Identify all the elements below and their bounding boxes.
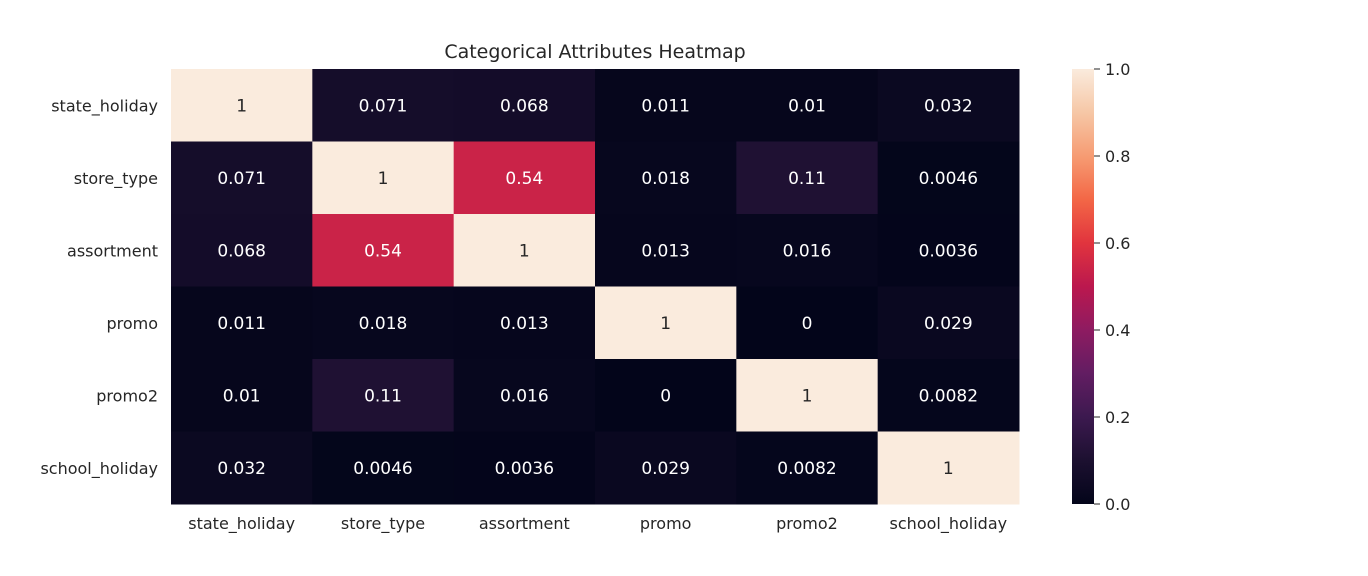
heatmap-cell-label-r2-c5: 0.0036 [919,241,978,261]
heatmap-cell-r5-c0 [171,431,313,505]
heatmap-cell-label-r3-c4: 0 [802,314,813,334]
x-tick-label-school-holiday: school_holiday [890,514,1008,534]
heatmap-cell-label-r5-c0: 0.032 [217,459,266,479]
y-axis-labels: state_holiday store_type assortment promo pr… [40,96,158,479]
heatmap-cell-r4-c3 [595,359,737,432]
heatmap-cell-r1-c3 [595,141,737,215]
heatmap-cell-r2-c5 [877,214,1020,287]
heatmap-cell-r3-c5 [877,286,1020,360]
heatmap-cell-r1-c1 [312,141,455,215]
heatmap-cell-label-r4-c3: 0 [660,386,671,406]
heatmap-cell-label-r1-c0: 0.071 [217,169,266,189]
heatmap-cell-label-r3-c0: 0.011 [217,314,266,334]
y-tick-label-store-type: store_type [74,169,158,189]
chart-title: Categorical Attributes Heatmap [444,41,745,63]
heatmap-cell-r4-c2 [453,359,596,432]
heatmap-cell-r2-c2 [453,214,596,287]
heatmap-cell-label-r2-c2: 1 [519,241,530,261]
heatmap-cell-r5-c4 [736,431,879,505]
heatmap-cell-label-r5-c3: 0.029 [641,459,690,479]
heatmap-cell-r2-c3 [595,214,737,287]
heatmap-cell-r1-c4 [736,141,879,215]
heatmap-cell-label-r1-c1: 1 [378,169,389,189]
heatmap-cell-label-r1-c2: 0.54 [505,169,543,189]
heatmap-cell-label-r3-c2: 0.013 [500,314,549,334]
heatmap-cell-r5-c2 [453,431,596,505]
heatmap-cell-r3-c4 [736,286,879,360]
heatmap-cell-label-r5-c1: 0.0046 [353,459,412,479]
heatmap-cell-label-r5-c4: 0.0082 [777,459,836,479]
heatmap-cell-r4-c5 [877,359,1020,432]
heatmap-cell-r3-c2 [453,286,596,360]
heatmap-cell-label-r2-c4: 0.016 [783,241,832,261]
colorbar-tick-label-0: 0.0 [1105,495,1130,514]
colorbar-tick-label-1: 0.2 [1105,408,1130,427]
heatmap-cell-r0-c2 [453,69,596,142]
colorbar-tick-label-2: 0.4 [1105,321,1130,340]
heatmap-cell-r0-c0 [171,69,313,142]
heatmap-cell-label-r3-c1: 0.018 [359,314,408,334]
heatmap-cell-r1-c0 [171,141,313,215]
heatmap-cell-r3-c0 [171,286,313,360]
heatmap-cell-r4-c4 [736,359,879,432]
x-tick-label-assortment: assortment [479,514,570,533]
heatmap-cell-r3-c3 [595,286,737,360]
heatmap-cell-label-r5-c5: 1 [943,459,954,479]
heatmap-cell-label-r4-c2: 0.016 [500,386,549,406]
heatmap-cell-r0-c5 [877,69,1020,142]
heatmap-cell-r1-c2 [453,141,596,215]
x-axis-labels: state_holiday store_type assortment promo pr… [188,514,1007,534]
heatmap-cell-label-r1-c4: 0.11 [788,169,826,189]
heatmap-cell-r0-c4 [736,69,879,142]
heatmap-cell-label-r3-c5: 0.029 [924,314,973,334]
y-tick-label-promo: promo [106,314,158,333]
heatmap-cell-label-r0-c2: 0.068 [500,96,549,116]
heatmap-cell-label-r3-c3: 1 [660,314,671,334]
heatmap-cell-r5-c3 [595,431,737,505]
heatmap-cell-r2-c0 [171,214,313,287]
colorbar: 0.0 0.2 0.4 0.6 0.8 1.0 [1072,60,1130,514]
heatmap-cell-label-r2-c3: 0.013 [641,241,690,261]
heatmap-cell-label-r4-c0: 0.01 [223,386,261,406]
x-tick-label-promo: promo [640,514,692,533]
heatmap-cell-label-r2-c1: 0.54 [364,241,402,261]
x-tick-label-store-type: store_type [341,514,425,534]
heatmap-cell-r0-c1 [312,69,455,142]
x-tick-label-state-holiday: state_holiday [188,514,295,534]
heatmap-cell-r5-c1 [312,431,455,505]
heatmap-cell-r4-c1 [312,359,455,432]
heatmap-cell-label-r0-c3: 0.011 [641,96,690,116]
colorbar-tick-label-4: 0.8 [1105,147,1130,166]
colorbar-gradient [1072,69,1094,504]
y-tick-label-assortment: assortment [67,241,158,260]
heatmap-cell-r3-c1 [312,286,455,360]
x-tick-label-promo2: promo2 [776,514,838,533]
heatmap-cell-r0-c3 [595,69,737,142]
heatmap-cell-label-r0-c4: 0.01 [788,96,826,116]
heatmap-cell-label-r4-c4: 1 [802,386,813,406]
y-tick-label-state-holiday: state_holiday [51,96,158,116]
heatmap-cell-label-r4-c1: 0.11 [364,386,402,406]
colorbar-tick-label-3: 0.6 [1105,234,1130,253]
heatmap-cell-r4-c0 [171,359,313,432]
y-tick-label-school-holiday: school_holiday [40,459,158,479]
heatmap-cell-label-r2-c0: 0.068 [217,241,266,261]
heatmap-cell-label-r0-c5: 0.032 [924,96,973,116]
heatmap-cell-label-r0-c1: 0.071 [359,96,408,116]
heatmap-cell-label-r1-c3: 0.018 [641,169,690,189]
y-tick-label-promo2: promo2 [96,386,158,405]
heatmap-cell-label-r4-c5: 0.0082 [919,386,978,406]
heatmap-cell-label-r1-c5: 0.0046 [919,169,978,189]
heatmap-cell-r5-c5 [877,431,1020,505]
heatmap-cell-label-r0-c0: 1 [236,96,247,116]
colorbar-tick-label-5: 1.0 [1105,60,1130,79]
heatmap-cell-label-r5-c2: 0.0036 [495,459,554,479]
heatmap-cell-r2-c1 [312,214,455,287]
heatmap-cell-r1-c5 [877,141,1020,215]
heatmap-cell-r2-c4 [736,214,879,287]
